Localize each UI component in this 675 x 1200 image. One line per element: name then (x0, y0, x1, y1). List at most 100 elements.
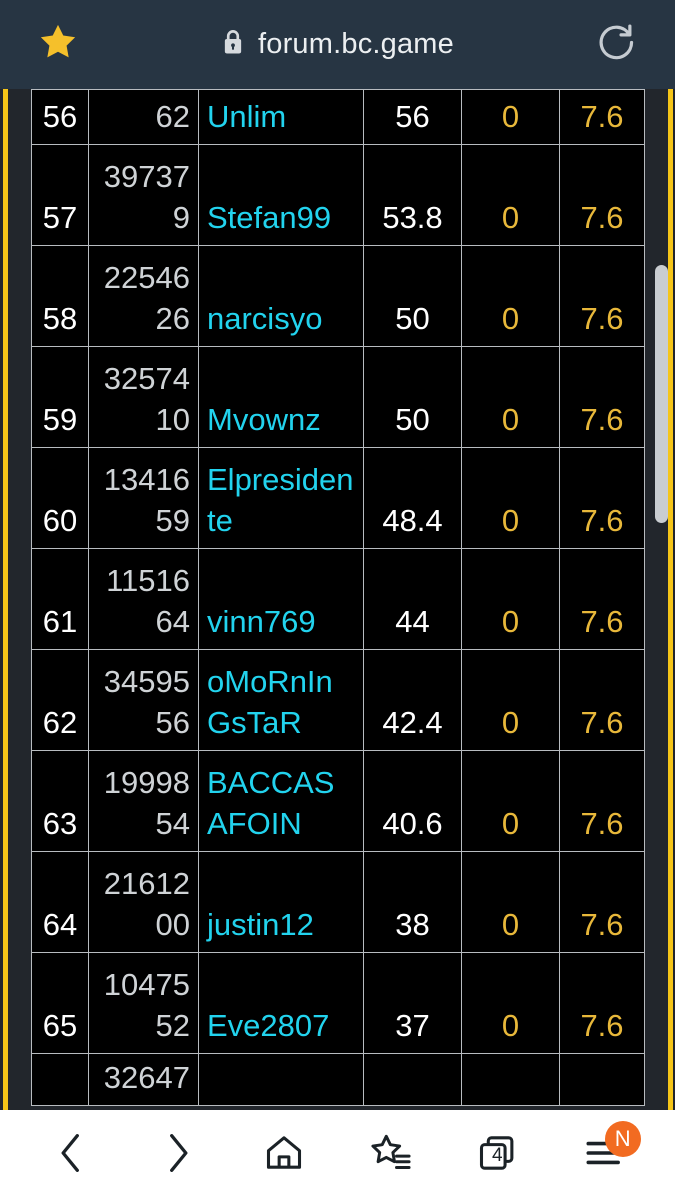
cell-score: 42.4 (363, 649, 462, 751)
vertical-scrollbar-track[interactable] (655, 89, 668, 1110)
cell-user-id: 2161200 (88, 851, 199, 953)
cell-user-id: 1341659 (88, 447, 199, 549)
cell-zero: 0 (461, 851, 560, 953)
table-row[interactable]: 62 3459556 oMoRnInGsTaR 42.4 0 7.6 (31, 649, 645, 751)
browser-top-bar: forum.bc.game (0, 0, 675, 89)
cell-username[interactable]: BACCASAFOIN (198, 750, 364, 852)
cell-score: 37 (363, 952, 462, 1054)
cell-username[interactable]: Elpresidente (198, 447, 364, 549)
table-row[interactable]: 64 2161200 justin12 38 0 7.6 (31, 851, 645, 953)
table-row[interactable]: 65 1047552 Eve2807 37 0 7.6 (31, 952, 645, 1054)
cell-user-id: 397379 (88, 144, 199, 246)
page-right-accent-border (668, 89, 673, 1110)
star-icon (37, 21, 79, 68)
cell-score (363, 1053, 462, 1106)
cell-mult: 7.6 (559, 447, 645, 549)
bookmark-star-button[interactable] (30, 17, 86, 73)
cell-zero: 0 (461, 952, 560, 1054)
cell-zero: 0 (461, 750, 560, 852)
cell-user-id: 1047552 (88, 952, 199, 1054)
cell-score: 50 (363, 346, 462, 448)
cell-score: 50 (363, 245, 462, 347)
cell-score: 56 (363, 89, 462, 145)
cell-rank (31, 1053, 89, 1106)
cell-rank: 64 (31, 851, 89, 953)
cell-score: 44 (363, 548, 462, 650)
leaderboard-table: 56 62 Unlim 56 0 7.6 57 397379 Stefan99 … (31, 89, 645, 1106)
reload-button[interactable] (589, 17, 645, 73)
cell-score: 40.6 (363, 750, 462, 852)
table-row[interactable]: 32647 (31, 1053, 645, 1106)
cell-username[interactable]: Stefan99 (198, 144, 364, 246)
cell-rank: 57 (31, 144, 89, 246)
cell-rank: 58 (31, 245, 89, 347)
table-row[interactable]: 56 62 Unlim 56 0 7.6 (31, 89, 645, 145)
cell-username[interactable]: narcisyo (198, 245, 364, 347)
forward-button[interactable] (139, 1119, 217, 1191)
cell-mult: 7.6 (559, 649, 645, 751)
cell-user-id: 1999854 (88, 750, 199, 852)
home-icon (263, 1132, 305, 1179)
cell-mult: 7.6 (559, 952, 645, 1054)
cell-user-id: 3459556 (88, 649, 199, 751)
cell-mult: 7.6 (559, 89, 645, 145)
url-text: forum.bc.game (257, 28, 454, 60)
cell-username[interactable]: justin12 (198, 851, 364, 953)
cell-username[interactable]: Eve2807 (198, 952, 364, 1054)
cell-zero: 0 (461, 548, 560, 650)
reload-icon (595, 20, 639, 69)
cell-zero: 0 (461, 144, 560, 246)
browser-bottom-nav: 4 N (0, 1110, 675, 1200)
cell-mult: 7.6 (559, 245, 645, 347)
table-row[interactable]: 63 1999854 BACCASAFOIN 40.6 0 7.6 (31, 750, 645, 852)
cell-zero: 0 (461, 245, 560, 347)
cell-rank: 59 (31, 346, 89, 448)
table-row[interactable]: 61 1151664 vinn769 44 0 7.6 (31, 548, 645, 650)
cell-user-id: 1151664 (88, 548, 199, 650)
vertical-scrollbar-thumb[interactable] (655, 265, 668, 523)
tabs-button[interactable]: 4 (458, 1119, 536, 1191)
cell-rank: 62 (31, 649, 89, 751)
bookmarks-star-icon (369, 1132, 413, 1179)
cell-username[interactable] (198, 1053, 364, 1106)
table-row[interactable]: 57 397379 Stefan99 53.8 0 7.6 (31, 144, 645, 246)
cell-username[interactable]: Unlim (198, 89, 364, 145)
menu-button[interactable]: N (565, 1119, 643, 1191)
cell-score: 53.8 (363, 144, 462, 246)
cell-zero: 0 (461, 447, 560, 549)
cell-score: 48.4 (363, 447, 462, 549)
cell-user-id: 3257410 (88, 346, 199, 448)
table-row[interactable]: 58 2254626 narcisyo 50 0 7.6 (31, 245, 645, 347)
cell-zero (461, 1053, 560, 1106)
table-row[interactable]: 60 1341659 Elpresidente 48.4 0 7.6 (31, 447, 645, 549)
cell-username[interactable]: oMoRnInGsTaR (198, 649, 364, 751)
cell-username[interactable]: Mvownz (198, 346, 364, 448)
table-row[interactable]: 59 3257410 Mvownz 50 0 7.6 (31, 346, 645, 448)
tabs-icon (476, 1132, 518, 1179)
cell-rank: 65 (31, 952, 89, 1054)
menu-notification-badge: N (604, 1121, 641, 1157)
cell-mult: 7.6 (559, 144, 645, 246)
cell-mult: 7.6 (559, 548, 645, 650)
cell-rank: 61 (31, 548, 89, 650)
cell-zero: 0 (461, 649, 560, 751)
cell-rank: 56 (31, 89, 89, 145)
page-left-accent-border (3, 89, 8, 1110)
cell-mult: 7.6 (559, 750, 645, 852)
back-chevron-icon (54, 1131, 88, 1180)
forward-chevron-icon (161, 1131, 195, 1180)
home-button[interactable] (245, 1119, 323, 1191)
cell-username[interactable]: vinn769 (198, 548, 364, 650)
back-button[interactable] (32, 1119, 110, 1191)
cell-user-id: 32647 (88, 1053, 199, 1106)
cell-zero: 0 (461, 346, 560, 448)
cell-mult: 7.6 (559, 346, 645, 448)
cell-mult: 7.6 (559, 851, 645, 953)
cell-zero: 0 (461, 89, 560, 145)
url-bar[interactable]: forum.bc.game (86, 28, 589, 61)
cell-score: 38 (363, 851, 462, 953)
web-page-viewport[interactable]: 56 62 Unlim 56 0 7.6 57 397379 Stefan99 … (0, 89, 675, 1110)
lock-icon (221, 28, 245, 61)
bookmarks-button[interactable] (352, 1119, 430, 1191)
